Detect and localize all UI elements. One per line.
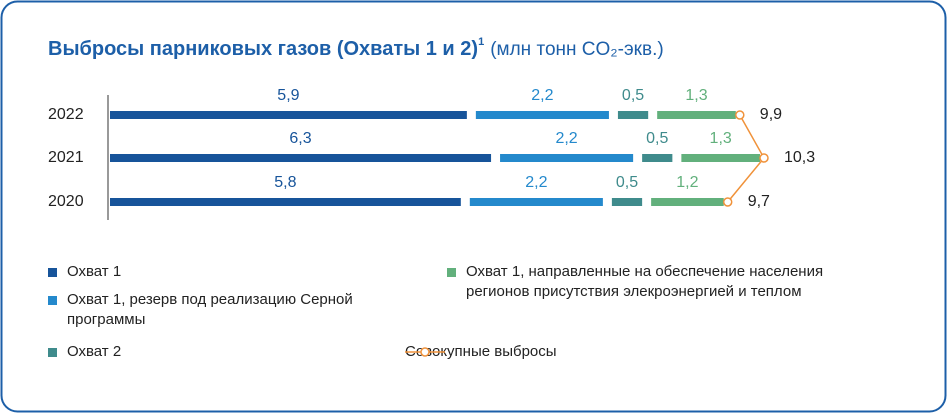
value-label: 1,2 <box>676 174 698 191</box>
title-text: Выбросы парниковых газов (Охваты 1 и 2) <box>48 38 478 60</box>
value-label: 1,3 <box>710 130 732 147</box>
value-label: 2,2 <box>555 130 577 147</box>
legend-label: Охват 1 <box>67 263 122 280</box>
total-marker <box>722 197 733 207</box>
bar-segment <box>642 154 673 162</box>
value-label: 0,5 <box>622 87 644 104</box>
bar-segment <box>681 154 760 162</box>
bar-segment <box>651 198 724 206</box>
legend-swatch <box>405 347 445 357</box>
legend-item: Охват 1, резерв под реализацию Серной пр… <box>48 290 388 330</box>
total-marker <box>735 110 745 120</box>
bar-segment <box>475 111 609 119</box>
value-label: 2,2 <box>525 174 547 191</box>
y-tick-label: 2022 <box>48 106 84 123</box>
value-label: 1,3 <box>685 87 707 104</box>
legend-item: Совокупные выбросы <box>405 342 805 362</box>
legend-swatch <box>48 268 57 277</box>
legend-label: Охват 1, резерв под реализацию Серной пр… <box>67 291 353 328</box>
value-label: 5,8 <box>274 174 296 191</box>
legend-label: Охват 2 <box>67 343 122 360</box>
bar-segment <box>657 111 736 119</box>
bar-segment <box>617 111 649 119</box>
total-marker <box>759 153 769 163</box>
legend-item: Охват 1, направленные на обеспечение нас… <box>447 262 847 302</box>
bar-segment <box>110 154 492 162</box>
bar-segment <box>611 198 643 206</box>
legend-swatch <box>48 348 57 357</box>
value-label: 0,5 <box>646 130 668 147</box>
legend-item: Охват 1 <box>48 262 388 282</box>
bar-segment <box>500 154 634 162</box>
total-label: 9,7 <box>748 193 770 210</box>
bar-segment <box>110 198 461 206</box>
legend-swatch <box>48 296 57 305</box>
bar-segment <box>110 111 467 119</box>
value-label: 2,2 <box>531 87 553 104</box>
value-label: 0,5 <box>616 174 638 191</box>
chart-title: Выбросы парниковых газов (Охваты 1 и 2)1… <box>48 36 664 60</box>
bar-segment <box>469 198 603 206</box>
value-label: 6,3 <box>289 130 311 147</box>
y-tick-label: 2020 <box>48 193 84 210</box>
value-label: 5,9 <box>277 87 299 104</box>
total-label: 9,9 <box>760 106 782 123</box>
subtitle: (млн тонн CO₂-экв.) <box>490 39 663 60</box>
total-label: 10,3 <box>784 149 815 166</box>
legend-item: Охват 2 <box>48 342 388 362</box>
legend-label: Совокупные выбросы <box>405 343 557 360</box>
footnote: 1 <box>478 36 484 48</box>
y-tick-label: 2021 <box>48 149 84 166</box>
legend-swatch <box>447 268 456 277</box>
legend-label: Охват 1, направленные на обеспечение нас… <box>466 263 824 300</box>
